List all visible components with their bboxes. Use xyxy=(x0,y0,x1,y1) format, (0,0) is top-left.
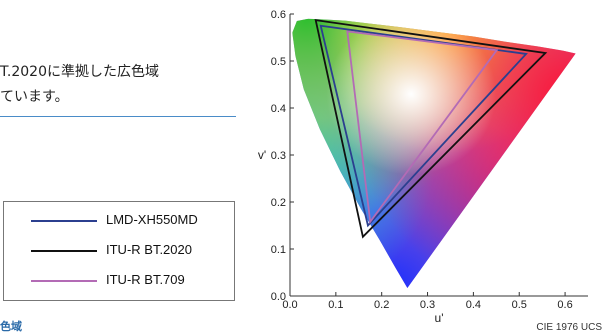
description-line-2: ています。 xyxy=(0,89,69,105)
legend-item-bt709: ITU-R BT.709 xyxy=(4,269,234,293)
description-text: T.2020に準拠した広色域 ています。 xyxy=(0,60,250,110)
gamut-triangles xyxy=(314,19,548,239)
legend-label-lmd: LMD-XH550MD xyxy=(106,212,198,227)
y-tick-label: 0.3 xyxy=(271,150,286,162)
y-tick-label: 0.0 xyxy=(271,291,286,303)
description-line-1: T.2020に準拠した広色域 xyxy=(0,64,159,80)
gamut-itu-r-bt709 xyxy=(346,30,499,225)
y-tick-label: 0.6 xyxy=(271,9,286,21)
section-heading-fragment: 色域 xyxy=(0,320,22,333)
chart-legend: LMD-XH550MD ITU-R BT.2020 ITU-R BT.709 xyxy=(3,201,235,301)
y-axis-label: v' xyxy=(258,148,266,162)
x-tick-label: 0.5 xyxy=(512,299,527,311)
x-tick-label: 0.0 xyxy=(282,299,297,311)
legend-label-bt2020: ITU-R BT.2020 xyxy=(106,242,192,257)
y-tick-label: 0.5 xyxy=(271,56,286,68)
y-tick-label: 0.4 xyxy=(271,103,286,115)
gamut-lmd-xh550md xyxy=(319,24,528,228)
y-tick-label: 0.2 xyxy=(271,197,286,209)
legend-swatch-bt709 xyxy=(31,280,97,282)
legend-item-bt2020: ITU-R BT.2020 xyxy=(4,239,234,263)
x-tick-label: 0.6 xyxy=(557,299,572,311)
chart-axes xyxy=(289,13,588,297)
x-axis-label: u' xyxy=(435,311,444,325)
section-divider xyxy=(0,116,236,117)
gamut-itu-r-bt2020 xyxy=(314,19,548,239)
y-tick-label: 0.1 xyxy=(271,244,286,256)
chart-credit: CIE 1976 UCS xyxy=(536,322,602,333)
x-tick-label: 0.4 xyxy=(466,299,481,311)
legend-swatch-lmd xyxy=(31,220,97,222)
chromaticity-chart: 0.0 0.1 0.2 0.3 0.4 0.5 0.6 0.0 0.1 0.2 0.3 0.4 0.5 0… xyxy=(258,9,602,333)
x-tick-label: 0.2 xyxy=(374,299,389,311)
legend-label-bt709: ITU-R BT.709 xyxy=(106,272,185,287)
tick-labels: 0.0 0.1 0.2 0.3 0.4 0.5 0.6 0.0 0.1 0.2 0.3 0.4 0.5 0… xyxy=(271,9,573,311)
legend-swatch-bt2020 xyxy=(31,250,97,252)
legend-item-lmd: LMD-XH550MD xyxy=(4,209,234,233)
x-tick-label: 0.1 xyxy=(328,299,343,311)
x-tick-label: 0.3 xyxy=(420,299,435,311)
